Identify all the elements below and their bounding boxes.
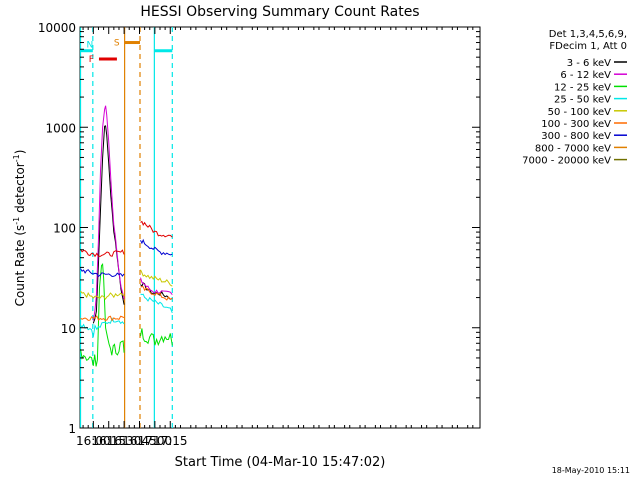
- x-tick-label: 16:15: [91, 434, 126, 448]
- y-tick-label: 1: [68, 422, 76, 436]
- y-tick-label: 1000: [45, 121, 76, 135]
- y-axis-label-prefix: Count Rate (s: [13, 225, 27, 307]
- y-tick-label: 100: [53, 222, 76, 236]
- legend-label: 25 - 50 keV: [554, 95, 611, 106]
- legend-label: 50 - 100 keV: [548, 107, 612, 118]
- series-line-1-1: [92, 105, 125, 321]
- y-axis-label-suffix: ): [13, 150, 27, 155]
- x-tick-label: 17:15: [153, 434, 188, 448]
- legend-label: 300 - 800 keV: [541, 131, 611, 142]
- chart-title: HESSI Observing Summary Count Rates: [140, 4, 419, 20]
- y-axis-label-mid: detector: [13, 162, 27, 217]
- series-line-9-0: [80, 249, 125, 258]
- flag-bars: NF S: [80, 39, 173, 65]
- series-line-3-1: [140, 293, 173, 314]
- legend-label: 3 - 6 keV: [567, 58, 611, 69]
- legend-label: 7000 - 20000 keV: [522, 156, 611, 167]
- date-stamp: 18-May-2010 15:11: [552, 466, 630, 475]
- series-line-1-2: [140, 277, 173, 296]
- series-line-2-0: [80, 263, 125, 367]
- legend-label: 12 - 25 keV: [554, 82, 611, 93]
- y-tick-label: 10: [61, 322, 76, 336]
- x-tick-label: 16:00: [76, 434, 111, 448]
- legend-header-1: FDecim 1, Att 0: [549, 41, 627, 52]
- x-tick-label: 16:30: [107, 434, 142, 448]
- series-line-4-1: [140, 269, 173, 287]
- series-line-4-0: [80, 290, 125, 300]
- series-line-2-1: [140, 328, 173, 347]
- y-axis-label: Count Rate (s-1 detector-1): [12, 150, 27, 307]
- legend-header-0: Det 1,3,4,5,6,9,: [549, 29, 627, 40]
- flag-label-N: N: [87, 41, 94, 51]
- y-tick-label: 10000: [38, 21, 76, 35]
- y-axis: 1 10 100 1000 10000: [38, 21, 480, 436]
- series-line-6-1: [140, 238, 173, 256]
- series-line-9-1: [140, 220, 173, 238]
- legend-label: 6 - 12 keV: [560, 70, 611, 81]
- series-line-0-1: [92, 125, 125, 324]
- x-axis-label: Start Time (04-Mar-10 15:47:02): [175, 455, 386, 470]
- flag-label-S: S: [114, 39, 120, 49]
- series-line-6-0: [80, 268, 125, 278]
- y-axis-label-sup2: -1: [12, 154, 21, 162]
- legend: Det 1,3,4,5,6,9,FDecim 1, Att 0 3 - 6 keV…: [522, 29, 627, 167]
- legend-label: 100 - 300 keV: [541, 119, 611, 130]
- vertical-markers: [79, 27, 173, 428]
- y-axis-label-sup1: -1: [12, 217, 21, 225]
- flag-label-F: F: [89, 55, 94, 65]
- x-tick-label: 17:00: [138, 434, 173, 448]
- series-line-5-1: [140, 285, 173, 301]
- series-group: [80, 105, 173, 367]
- series-line-5-0: [80, 315, 125, 322]
- legend-label: 800 - 7000 keV: [535, 143, 611, 154]
- x-tick-label: 16:45: [122, 434, 157, 448]
